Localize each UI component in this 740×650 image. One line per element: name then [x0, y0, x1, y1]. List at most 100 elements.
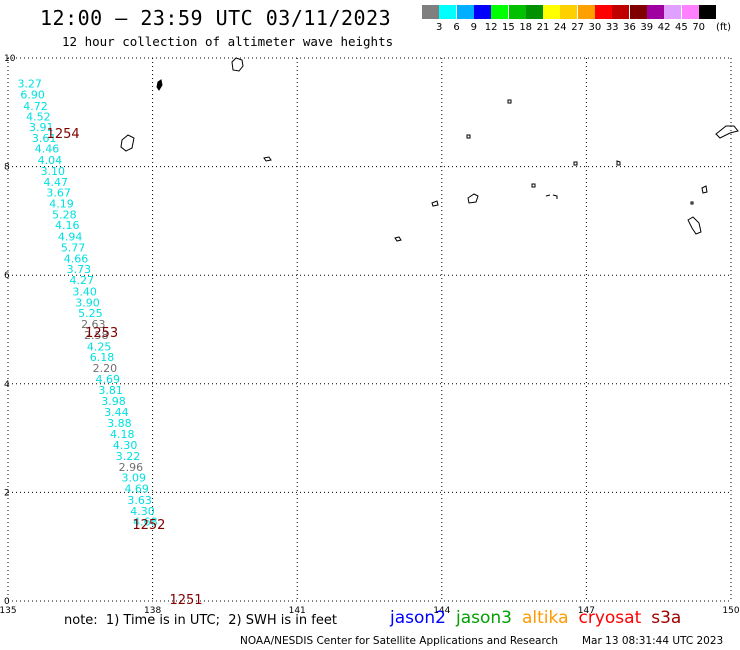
wave-height-label: 3.90 [75, 296, 100, 309]
color-swatch [422, 5, 439, 19]
y-tick-label: 2 [4, 488, 10, 498]
wave-height-label: 4.25 [87, 340, 112, 353]
island-outline [120, 134, 135, 152]
island-outline [690, 201, 694, 205]
pass-time-label: 1252 [132, 518, 165, 533]
island-outline [507, 99, 512, 104]
y-tick-label: 0 [4, 597, 10, 607]
wave-height-label: 4.19 [49, 198, 74, 211]
color-scale-label: 9 [470, 22, 477, 33]
x-tick-label: 150 [722, 606, 739, 616]
wave-height-label: 3.09 [122, 472, 147, 485]
satellite-legend: jason2 jason3 altika cryosat s3a [390, 608, 691, 628]
color-scale-label: 42 [657, 22, 671, 33]
color-scale-label: 70 [692, 22, 706, 33]
color-scale-label: 33 [605, 22, 619, 33]
color-swatch [681, 5, 699, 19]
color-scale-label: 45 [675, 22, 688, 33]
map-subtitle: 12 hour collection of altimeter wave hei… [62, 34, 394, 49]
wave-height-label: 4.72 [23, 100, 48, 113]
wave-height-label: 3.73 [67, 263, 92, 276]
color-swatch [491, 5, 509, 19]
pass-time-label: 1253 [85, 326, 118, 341]
wave-height-label: 2.63 [81, 318, 106, 331]
wave-height-label: 3.88 [107, 417, 132, 430]
island-outline [687, 216, 702, 235]
wave-height-label: 3.61 [32, 132, 57, 145]
generation-timestamp: Mar 13 08:31:44 UTC 2023 [582, 635, 724, 647]
island-outline [231, 57, 244, 72]
color-scale-label: 30 [588, 22, 602, 33]
wave-height-label: 4.46 [35, 143, 60, 156]
wave-height-label: 5.25 [78, 307, 103, 320]
color-swatch [560, 5, 578, 19]
island-outline [263, 156, 272, 162]
color-scale-label: 24 [553, 22, 567, 33]
wave-height-label: 4.69 [96, 373, 121, 386]
wave-height-label: 4.69 [124, 483, 149, 496]
color-swatch [577, 5, 595, 19]
color-swatch [664, 5, 682, 19]
wave-height-label: 3.81 [98, 384, 123, 397]
x-tick-label: 141 [289, 606, 306, 616]
color-swatch [439, 5, 457, 19]
wave-height-label: 5.77 [61, 242, 86, 255]
satellite-altika: altika [522, 608, 569, 628]
x-tick-label: 135 [0, 606, 17, 616]
wave-height-label: 6.90 [20, 88, 45, 101]
wave-height-label: 3.40 [72, 285, 97, 298]
color-swatch [629, 5, 647, 19]
wave-height-label: 4.30 [130, 505, 155, 518]
color-scale-unit: (ft) [716, 22, 732, 33]
x-tick-label: 144 [433, 606, 450, 616]
x-axis-ticks: 135 138 141 144 147 150 [0, 606, 740, 616]
color-scale-label: 15 [502, 22, 515, 33]
island-outline [466, 134, 471, 139]
credit-line: NOAA/NESDIS Center for Satellite Applica… [240, 635, 558, 647]
island-outline [531, 183, 536, 188]
footer-note: note: 1) Time is in UTC; 2) SWH is in fe… [64, 613, 337, 628]
island-outlines [120, 57, 739, 242]
wave-height-label: 4.94 [58, 231, 83, 244]
color-swatch [508, 5, 526, 19]
wave-height-label: 4.04 [38, 154, 63, 167]
wave-height-label: 4.52 [26, 111, 51, 124]
wave-height-label: 4.66 [64, 252, 89, 265]
wave-height-label: 3.91 [29, 121, 54, 134]
satellite-s3a: s3a [651, 608, 682, 628]
time-labels: 1254 1253 1252 1251 [47, 127, 203, 608]
color-scale-label: 6 [453, 22, 460, 33]
satellite-jason3: jason3 [456, 608, 512, 628]
island-outline [573, 161, 578, 166]
wave-height-label: 4.68 [133, 516, 158, 529]
island-outline [467, 193, 479, 204]
grid-lines [7, 57, 732, 602]
wave-height-label: 2.58 [84, 329, 109, 342]
x-tick-label: 138 [144, 606, 161, 616]
color-swatch [456, 5, 474, 19]
island-outline [394, 236, 402, 242]
y-tick-label: 8 [4, 163, 10, 173]
color-swatch [698, 5, 716, 19]
color-scale-label: 27 [571, 22, 584, 33]
color-swatch [473, 5, 491, 19]
pass-time-label: 1251 [169, 593, 202, 608]
color-scale-label: 36 [623, 22, 636, 33]
wave-height-label: 2.20 [93, 362, 118, 375]
island-outline [616, 160, 621, 166]
altimeter-track: 3.276.904.724.523.913.614.464.043.104.47… [17, 78, 157, 529]
y-axis-ticks: 0 2 4 6 8 10 [4, 54, 16, 607]
wave-height-label: 3.63 [127, 494, 152, 507]
color-swatch [612, 5, 630, 19]
wave-height-label: 6.18 [90, 351, 115, 364]
x-tick-label: 147 [578, 606, 595, 616]
color-swatch [525, 5, 543, 19]
wave-height-label: 3.44 [104, 406, 129, 419]
satellite-cryosat: cryosat [578, 608, 642, 628]
island-outline [156, 79, 163, 91]
wave-height-label: 3.10 [41, 165, 66, 178]
wave-height-label: 4.18 [110, 428, 135, 441]
color-scale-label: 3 [436, 22, 443, 33]
wave-height-label: 2.96 [119, 461, 144, 474]
